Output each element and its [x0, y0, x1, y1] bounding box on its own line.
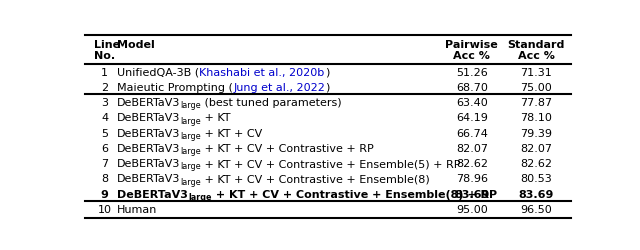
Text: 8: 8: [101, 174, 108, 184]
Text: DeBERTaV3: DeBERTaV3: [117, 98, 180, 108]
Text: 68.70: 68.70: [456, 82, 488, 92]
Text: 3: 3: [101, 98, 108, 108]
Text: Maieutic Prompting (: Maieutic Prompting (: [117, 82, 233, 92]
Text: Line
No.: Line No.: [94, 40, 120, 61]
Text: DeBERTaV3: DeBERTaV3: [117, 113, 180, 123]
Text: 95.00: 95.00: [456, 204, 488, 214]
Text: + KT: + KT: [201, 113, 230, 123]
Text: large: large: [180, 116, 201, 125]
Text: DeBERTaV3: DeBERTaV3: [117, 189, 188, 199]
Text: 7: 7: [101, 158, 108, 168]
Text: ): ): [324, 67, 329, 77]
Text: 83.69: 83.69: [518, 189, 554, 199]
Text: 64.19: 64.19: [456, 113, 488, 123]
Text: 75.00: 75.00: [520, 82, 552, 92]
Text: 51.26: 51.26: [456, 67, 488, 77]
Text: large: large: [180, 101, 201, 110]
Text: DeBERTaV3: DeBERTaV3: [117, 158, 180, 168]
Text: 82.07: 82.07: [520, 143, 552, 153]
Text: 78.10: 78.10: [520, 113, 552, 123]
Text: 77.87: 77.87: [520, 98, 552, 108]
Text: DeBERTaV3: DeBERTaV3: [117, 143, 180, 153]
Text: 10: 10: [98, 204, 112, 214]
Text: large: large: [180, 162, 201, 171]
Text: 83.69: 83.69: [454, 189, 490, 199]
Text: Standard
Acc %: Standard Acc %: [508, 40, 565, 61]
Text: 2: 2: [101, 82, 108, 92]
Text: + KT + CV + Contrastive + RP: + KT + CV + Contrastive + RP: [201, 143, 374, 153]
Text: 5: 5: [101, 128, 108, 138]
Text: + KT + CV + Contrastive + Ensemble(8): + KT + CV + Contrastive + Ensemble(8): [201, 174, 430, 184]
Text: DeBERTaV3: DeBERTaV3: [117, 174, 180, 184]
Text: 78.96: 78.96: [456, 174, 488, 184]
Text: + KT + CV + Contrastive + Ensemble(5) + RP: + KT + CV + Contrastive + Ensemble(5) + …: [201, 158, 461, 168]
Text: + KT + CV + Contrastive + Ensemble(8) + RP: + KT + CV + Contrastive + Ensemble(8) + …: [212, 189, 497, 199]
Text: 6: 6: [101, 143, 108, 153]
Text: + KT + CV: + KT + CV: [201, 128, 262, 138]
Text: 1: 1: [101, 67, 108, 77]
Text: 82.62: 82.62: [456, 158, 488, 168]
Text: Khashabi et al., 2020b: Khashabi et al., 2020b: [199, 67, 324, 77]
Text: DeBERTaV3: DeBERTaV3: [117, 128, 180, 138]
Text: 80.53: 80.53: [520, 174, 552, 184]
Text: Pairwise
Acc %: Pairwise Acc %: [445, 40, 498, 61]
Text: 71.31: 71.31: [520, 67, 552, 77]
Text: 63.40: 63.40: [456, 98, 488, 108]
Text: Model: Model: [117, 40, 155, 50]
Text: 66.74: 66.74: [456, 128, 488, 138]
Text: Human: Human: [117, 204, 157, 214]
Text: 96.50: 96.50: [520, 204, 552, 214]
Text: large: large: [188, 192, 212, 201]
Text: large: large: [180, 146, 201, 156]
Text: 79.39: 79.39: [520, 128, 552, 138]
Text: 82.07: 82.07: [456, 143, 488, 153]
Text: large: large: [180, 177, 201, 186]
Text: (best tuned parameters): (best tuned parameters): [201, 98, 342, 108]
Text: 9: 9: [101, 189, 109, 199]
Text: large: large: [180, 131, 201, 140]
Text: 82.62: 82.62: [520, 158, 552, 168]
Text: ): ): [325, 82, 330, 92]
Text: UnifiedQA-3B (: UnifiedQA-3B (: [117, 67, 199, 77]
Text: Jung et al., 2022: Jung et al., 2022: [233, 82, 325, 92]
Text: 4: 4: [101, 113, 108, 123]
